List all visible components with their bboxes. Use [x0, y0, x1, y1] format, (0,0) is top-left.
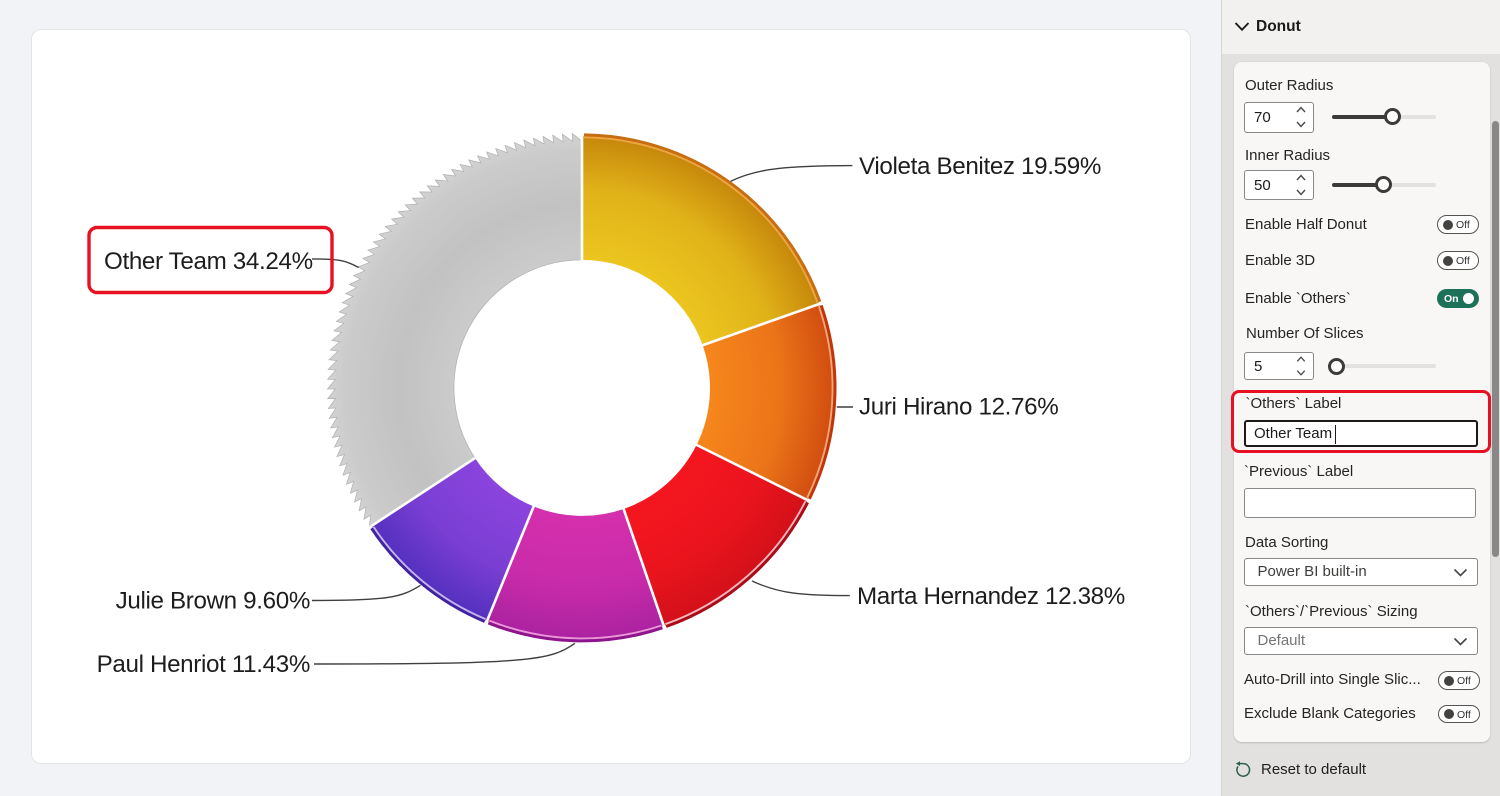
- svg-text:Marta Hernandez 12.38%: Marta Hernandez 12.38%: [857, 583, 1125, 610]
- svg-text:Julie Brown 9.60%: Julie Brown 9.60%: [116, 588, 310, 615]
- svg-text:Other Team 34.24%: Other Team 34.24%: [104, 248, 313, 275]
- svg-text:Violeta Benitez 19.59%: Violeta Benitez 19.59%: [859, 153, 1101, 180]
- svg-text:Juri Hirano 12.76%: Juri Hirano 12.76%: [859, 394, 1058, 421]
- svg-text:Paul Henriot 11.43%: Paul Henriot 11.43%: [97, 651, 310, 678]
